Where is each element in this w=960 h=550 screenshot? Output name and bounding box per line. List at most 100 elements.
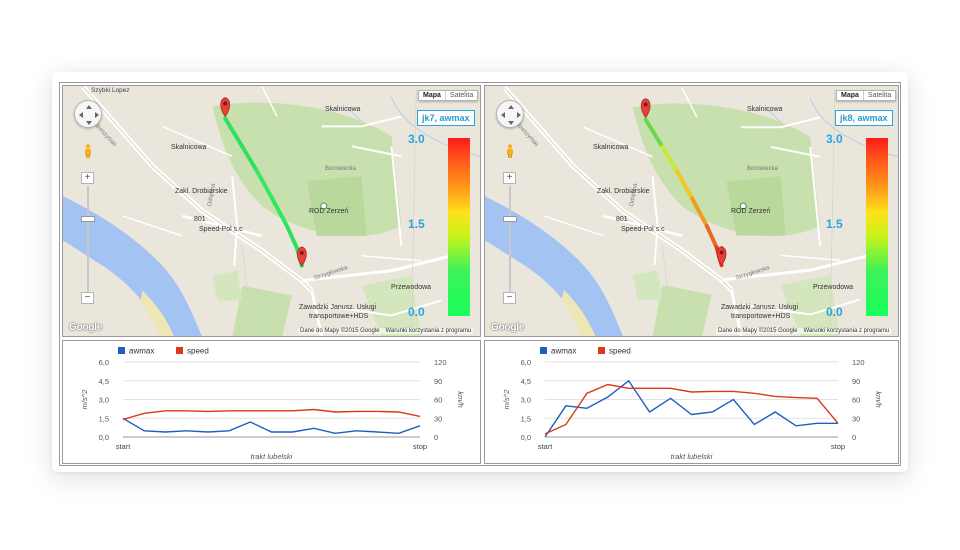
map-type-control[interactable]: Mapa Satelita (836, 90, 897, 101)
map-label-zawadzki: Zawadzki Janusz. Usługi (299, 304, 377, 311)
map-label-road-801: 801 (194, 216, 206, 223)
map-type-mapa-button[interactable]: Mapa (841, 92, 859, 99)
y-tick-label: 1,5 (521, 414, 531, 423)
series-line-speed (544, 383, 839, 435)
map-terms-link[interactable]: Warunki korzystania z programu (385, 328, 472, 334)
legend-swatch-awmax (540, 347, 547, 354)
route-segment (270, 196, 289, 228)
zoom-slider-track[interactable] (509, 186, 511, 298)
map-label-rod-zerzen: ROD Zerzeń (731, 208, 771, 215)
poi-icon (739, 202, 747, 210)
y2-tick-label: 120 (852, 358, 865, 367)
y2-tick-label: 60 (852, 396, 860, 405)
legend-label-awmax: awmax (129, 347, 154, 356)
map-type-control[interactable]: Mapa Satelita (418, 90, 479, 101)
pan-control-icon[interactable] (496, 100, 524, 128)
map-label-zakl-drobiarskie: Zakl. Drobiarskie (597, 188, 650, 195)
map-label-skalnicowa-1: Skalnicowa (593, 144, 629, 151)
zoom-slider-handle[interactable] (503, 216, 517, 222)
map-data-credit: Dane do Mapy ©2015 Google (718, 328, 798, 334)
zoom-out-button[interactable]: − (81, 292, 94, 304)
legend-min-label: 0.0 (408, 305, 425, 319)
map-label-zawadzki: Zawadzki Janusz. Usługi (721, 304, 799, 311)
map-label-rod-zerzen: ROD Zerzeń (309, 208, 349, 215)
y2-tick-label: 60 (434, 396, 442, 405)
map-label-borowiecka: Borowiecka (325, 166, 357, 172)
y2-tick-label: 30 (434, 414, 442, 423)
zoom-slider-handle[interactable] (81, 216, 95, 222)
legend-min-label: 0.0 (826, 305, 843, 319)
map-left[interactable]: Szybki Lopez Wał Miedzeszyński Skalnicowa S… (62, 85, 481, 337)
line-chart: 0,0 0 1,5 30 3,0 60 4,5 90 6,0 120 m/s^2 km/h trakt … (80, 347, 465, 462)
map-type-satelita-button[interactable]: Satelita (444, 91, 477, 100)
map-label-zawadzki-2: transportowe+HDS (731, 313, 791, 320)
map-type-satelita-button[interactable]: Satelita (862, 91, 895, 100)
legend-gradient-bar (866, 138, 888, 316)
map-label-road-801: 801 (616, 216, 628, 223)
route-start-marker-icon[interactable] (640, 98, 651, 119)
route-end-marker-icon[interactable] (716, 246, 727, 266)
map-attribution: Dane do Mapy ©2015 Google Warunki korzyst… (298, 328, 474, 334)
map-label-przewodowa: Przewodowa (391, 284, 432, 291)
y2-tick-label: 90 (434, 377, 442, 386)
y2-tick-label: 120 (434, 358, 447, 367)
map-canvas[interactable] (63, 86, 480, 337)
map-label-przewodowa: Przewodowa (813, 284, 854, 291)
map-right[interactable]: Wał Miedzeszyński Skalnicowa Skalnicowa Bor… (484, 85, 899, 337)
y-tick-label: 0,0 (521, 433, 531, 442)
legend-swatch-speed (598, 347, 605, 354)
legend-swatch-speed (176, 347, 183, 354)
map-label-zakl-drobiarskie: Zakl. Drobiarskie (175, 188, 228, 195)
pegman-icon[interactable] (505, 144, 515, 158)
y-axis-title: m/s^2 (502, 389, 511, 410)
y2-tick-label: 30 (852, 414, 860, 423)
legend-title: jk8, awmax (835, 110, 893, 126)
legend-mid-label: 1.5 (408, 217, 425, 231)
x-tick-label: stop (831, 442, 845, 451)
pan-control-icon[interactable] (74, 100, 102, 128)
map-label-skalnicowa-1: Skalnicowa (171, 144, 207, 151)
zoom-in-button[interactable]: + (503, 172, 516, 184)
x-tick-label: stop (413, 442, 427, 451)
route-start-marker-icon[interactable] (220, 97, 231, 118)
google-logo: Google (69, 322, 103, 333)
map-label-skalnicowa-2: Skalnicowa (747, 106, 783, 113)
series-line-awmax (544, 379, 838, 438)
chart-right: 0,0 0 1,5 30 3,0 60 4,5 90 6,0 120 m/s^2 km/h trakt … (484, 340, 899, 464)
y2-tick-label: 90 (852, 377, 860, 386)
y-tick-label: 0,0 (99, 433, 109, 442)
x-axis-title: trakt lubelski (251, 452, 293, 461)
route-segment (643, 117, 665, 149)
legend-swatch-awmax (118, 347, 125, 354)
map-label-zawadzki-2: transportowe+HDS (309, 313, 369, 320)
legend-label-speed: speed (609, 347, 631, 356)
y-axis-title: m/s^2 (80, 389, 89, 410)
y-tick-label: 3,0 (99, 396, 109, 405)
map-terms-link[interactable]: Warunki korzystania z programu (803, 328, 890, 334)
zoom-slider-track[interactable] (87, 186, 89, 298)
map-type-mapa-button[interactable]: Mapa (423, 92, 441, 99)
legend-max-label: 3.0 (826, 132, 843, 146)
map-label-borowiecka: Borowiecka (747, 166, 779, 172)
legend-label-awmax: awmax (551, 347, 576, 356)
route-segment (240, 144, 260, 174)
y-tick-label: 6,0 (521, 358, 531, 367)
map-canvas[interactable] (485, 86, 898, 337)
y2-axis-title: km/h (874, 391, 883, 407)
map-label-speed-pol: Speed-Pol s.c (199, 226, 243, 233)
y-tick-label: 4,5 (521, 377, 531, 386)
x-axis-title: trakt lubelski (671, 452, 713, 461)
zoom-out-button[interactable]: − (503, 292, 516, 304)
route-segment (675, 169, 694, 201)
y2-tick-label: 0 (852, 433, 856, 442)
zoom-in-button[interactable]: + (81, 172, 94, 184)
y-tick-label: 1,5 (99, 414, 109, 423)
legend-mid-label: 1.5 (826, 217, 843, 231)
route-segment (690, 196, 709, 228)
line-chart: 0,0 0 1,5 30 3,0 60 4,5 90 6,0 120 m/s^2 km/h trakt … (502, 347, 883, 462)
route-segment (284, 223, 299, 250)
pegman-icon[interactable] (83, 144, 93, 158)
legend-gradient-bar (448, 138, 470, 316)
map-label-skalnicowa-2: Skalnicowa (325, 106, 361, 113)
route-end-marker-icon[interactable] (296, 246, 307, 267)
